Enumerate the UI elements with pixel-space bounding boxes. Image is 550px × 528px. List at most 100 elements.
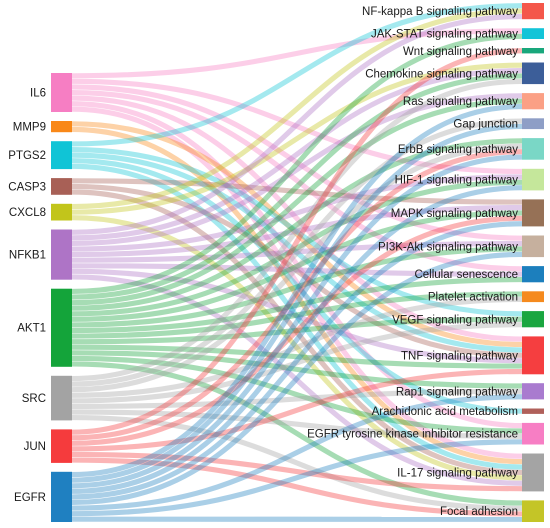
gene-node-il6	[51, 73, 72, 112]
link-nfkb1-to-tnf-signaling-pathway	[71, 268, 523, 364]
pathway-node-ras-signaling-pathway	[522, 93, 544, 110]
links-layer	[71, 3, 523, 522]
link-akt1-to-jak-stat-signaling-pathway	[71, 33, 523, 295]
pathway-label-jak-stat-signaling-pathway: JAK-STAT signaling pathway	[371, 29, 518, 41]
link-src-to-vegf-signaling-pathway	[71, 322, 523, 404]
pathway-node-chemokine-signaling-pathway	[522, 62, 544, 85]
link-src-to-gap-junction	[71, 118, 523, 387]
pathway-node-jak-stat-signaling-pathway	[522, 28, 544, 39]
link-mmp9-to-tnf-signaling-pathway	[71, 121, 523, 348]
gene-label-src: SRC	[22, 393, 46, 405]
pathway-label-il-17-signaling-pathway: IL-17 signaling pathway	[397, 467, 518, 479]
link-cxcl8-to-chemokine-signaling-pathway	[71, 62, 523, 215]
gene-label-il6: IL6	[30, 88, 46, 100]
pathway-label-vegf-signaling-pathway: VEGF signaling pathway	[392, 314, 518, 326]
link-ptgs2-to-nf-kappa-b-signaling-pathway	[71, 3, 523, 147]
link-il6-to-pi3k-akt-signaling-pathway	[71, 84, 523, 241]
pathway-node-pi3k-akt-signaling-pathway	[522, 235, 544, 258]
link-src-to-focal-adhesion	[71, 415, 523, 512]
link-nfkb1-to-ras-signaling-pathway	[71, 93, 523, 247]
link-cxcl8-to-nf-kappa-b-signaling-pathway	[71, 8, 523, 210]
link-egfr-to-rap1-signaling-pathway	[71, 394, 523, 511]
link-nfkb1-to-cellular-senescence	[71, 263, 523, 277]
link-ptgs2-to-vegf-signaling-pathway	[71, 146, 523, 317]
gene-node-cxcl8	[51, 203, 72, 221]
link-nfkb1-to-pi3k-akt-signaling-pathway	[71, 240, 523, 263]
pathway-node-nf-kappa-b-signaling-pathway	[522, 3, 544, 20]
gene-node-src	[51, 375, 72, 421]
pathway-label-gap-junction: Gap junction	[453, 119, 518, 131]
link-jun-to-erbb-signaling-pathway	[71, 149, 523, 441]
pathway-node-focal-adhesion	[522, 500, 544, 522]
link-akt1-to-mapk-signaling-pathway	[71, 210, 523, 322]
link-jun-to-tnf-signaling-pathway	[71, 368, 523, 452]
link-akt1-to-rap1-signaling-pathway	[71, 350, 523, 389]
link-il6-to-hif-1-signaling-pathway	[71, 78, 523, 175]
gene-node-jun	[51, 429, 72, 463]
pathway-node-tnf-signaling-pathway	[522, 336, 544, 375]
link-src-to-egfr-tyrosine-kinase-inhibitor-resistance	[71, 409, 523, 439]
pathway-node-hif-1-signaling-pathway	[522, 168, 544, 191]
link-egfr-to-gap-junction	[71, 123, 523, 483]
gene-node-mmp9	[51, 121, 72, 133]
pathway-node-mapk-signaling-pathway	[522, 199, 544, 227]
gene-node-nfkb1	[51, 229, 72, 280]
link-akt1-to-platelet-activation	[71, 291, 523, 339]
gene-label-mmp9: MMP9	[13, 122, 46, 134]
pathway-label-pi3k-akt-signaling-pathway: PI3K-Akt signaling pathway	[378, 241, 518, 253]
gene-node-egfr	[51, 471, 72, 522]
link-il6-to-cellular-senescence	[71, 89, 523, 272]
pathway-label-hif-1-signaling-pathway: HIF-1 signaling pathway	[395, 175, 519, 187]
link-akt1-to-focal-adhesion	[71, 361, 523, 506]
link-akt1-to-pi3k-akt-signaling-pathway	[71, 246, 523, 328]
link-egfr-to-egfr-tyrosine-kinase-inhibitor-resistance	[71, 439, 523, 517]
link-src-to-platelet-activation	[71, 296, 523, 398]
pathway-node-erbb-signaling-pathway	[522, 138, 544, 160]
pathway-node-il-17-signaling-pathway	[522, 453, 544, 492]
link-akt1-to-hif-1-signaling-pathway	[71, 179, 523, 317]
link-jun-to-il-17-signaling-pathway	[71, 451, 523, 492]
link-akt1-to-vegf-signaling-pathway	[71, 316, 523, 345]
pathway-label-tnf-signaling-pathway: TNF signaling pathway	[401, 350, 518, 362]
gene-label-egfr: EGFR	[14, 492, 46, 504]
gene-label-ptgs2: PTGS2	[8, 150, 46, 162]
pathway-node-platelet-activation	[522, 291, 544, 303]
link-il6-to-egfr-tyrosine-kinase-inhibitor-resistance	[71, 101, 523, 429]
link-akt1-to-cellular-senescence	[71, 277, 523, 334]
gene-node-akt1	[51, 288, 72, 367]
pathway-label-cellular-senescence: Cellular senescence	[414, 269, 518, 281]
link-akt1-to-egfr-tyrosine-kinase-inhibitor-resistance	[71, 355, 523, 434]
link-jun-to-mapk-signaling-pathway	[71, 215, 523, 446]
link-nfkb1-to-hif-1-signaling-pathway	[71, 174, 523, 252]
link-egfr-to-ras-signaling-pathway	[71, 104, 523, 478]
link-il6-to-tnf-signaling-pathway	[71, 95, 523, 342]
link-il6-to-jak-stat-signaling-pathway	[71, 28, 523, 79]
link-ptgs2-to-tnf-signaling-pathway	[71, 152, 523, 353]
link-ptgs2-to-il-17-signaling-pathway	[71, 163, 523, 470]
gene-label-nfkb1: NFKB1	[9, 250, 46, 262]
pathway-label-egfr-tyrosine-kinase-inhibitor-resistance: EGFR tyrosine kinase inhibitor resistanc…	[307, 429, 518, 441]
link-akt1-to-tnf-signaling-pathway	[71, 344, 523, 369]
gene-node-ptgs2	[51, 141, 72, 170]
pathway-node-egfr-tyrosine-kinase-inhibitor-resistance	[522, 422, 544, 445]
link-akt1-to-chemokine-signaling-pathway	[71, 73, 523, 300]
pathway-node-arachidonic-acid-metabolism	[522, 408, 544, 414]
labels-layer: IL6 MMP9 PTGS2 CASP3 CXCL8 NFKB1 AKT1 SRC JUN EGF…	[8, 6, 518, 518]
link-casp3-to-mapk-signaling-pathway	[71, 178, 523, 205]
link-il6-to-il-17-signaling-pathway	[71, 106, 523, 459]
pathway-node-wnt-signaling-pathway	[522, 48, 544, 54]
link-egfr-to-erbb-signaling-pathway	[71, 154, 523, 489]
pathway-label-chemokine-signaling-pathway: Chemokine signaling pathway	[365, 68, 518, 80]
link-akt1-to-erbb-signaling-pathway	[71, 138, 523, 311]
link-jun-to-wnt-signaling-pathway	[71, 48, 523, 435]
link-src-to-erbb-signaling-pathway	[71, 143, 523, 393]
pathway-label-nf-kappa-b-signaling-pathway: NF-kappa B signaling pathway	[362, 6, 518, 18]
pathway-node-rap1-signaling-pathway	[522, 383, 544, 400]
pathway-node-cellular-senescence	[522, 266, 544, 283]
link-nfkb1-to-chemokine-signaling-pathway	[71, 67, 523, 241]
link-mmp9-to-il-17-signaling-pathway	[71, 126, 523, 465]
gene-label-akt1: AKT1	[17, 323, 46, 335]
link-egfr-to-hif-1-signaling-pathway	[71, 185, 523, 494]
link-src-to-rap1-signaling-pathway	[71, 388, 523, 409]
nodes-layer	[51, 3, 544, 522]
